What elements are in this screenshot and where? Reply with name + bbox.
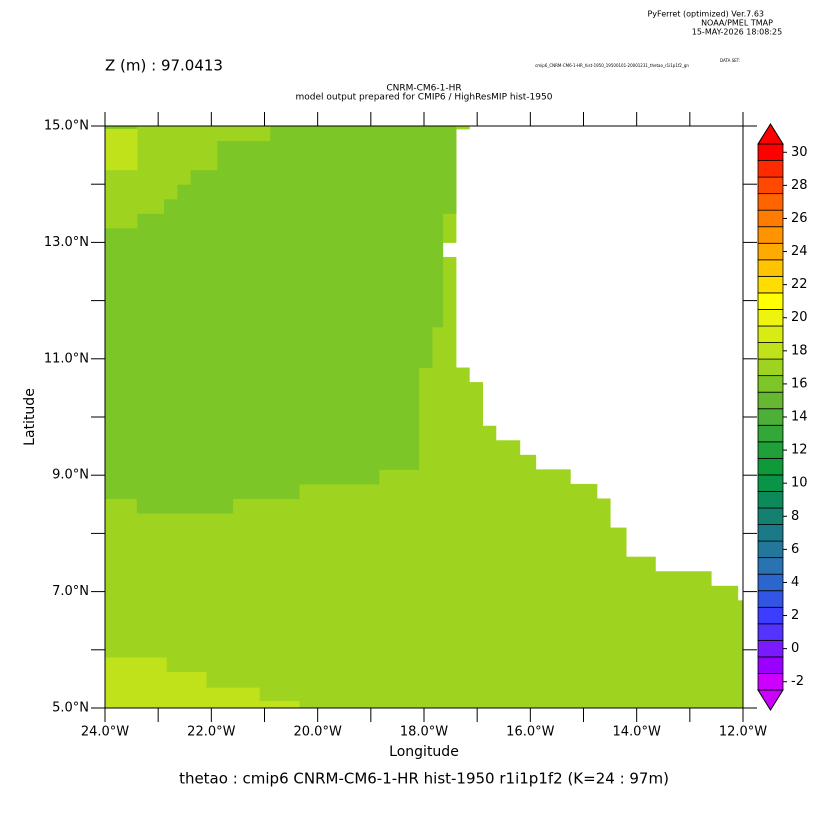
cell: [378, 126, 420, 470]
program-label: PyFerret (optimized) Ver.7.63: [647, 10, 764, 19]
colorbar-tick-label: 2: [791, 608, 799, 623]
x-tick-label: 16.0°W: [506, 725, 554, 740]
colorbar-tick-label: -2: [791, 674, 804, 689]
cell: [136, 126, 164, 214]
cell: [216, 126, 271, 142]
y-tick-label: 9.0°N: [52, 468, 89, 483]
colorbar-box: [757, 457, 784, 476]
colorbar-box: [757, 358, 784, 377]
colorbar-arrow-bottom: [757, 689, 784, 711]
cell: [105, 556, 656, 572]
cell: [136, 126, 271, 130]
colorbar-box: [757, 656, 784, 674]
x-tick-label: 18.0°W: [400, 725, 448, 740]
lab-label: NOAA/PMEL TMAP: [701, 19, 773, 28]
date-label: 15-MAY-2026 18:08:25: [692, 28, 782, 37]
colorbar-box: [757, 408, 784, 426]
cell: [105, 571, 712, 587]
colorbar-tick-label: 30: [791, 145, 808, 160]
x-tick-label: 22.0°W: [187, 725, 235, 740]
colorbar-tick-label: 20: [791, 310, 808, 325]
chart-subtitle: model output prepared for CMIP6 / HighRe…: [296, 93, 553, 103]
footer-label: thetao : cmip6 CNRM-CM6-1-HR hist-1950 r…: [179, 770, 669, 788]
cell: [206, 687, 260, 709]
depth-label: Z (m) : 97.0413: [105, 57, 223, 75]
colorbar-box: [757, 491, 784, 509]
y-tick-label: 15.0°N: [44, 119, 89, 134]
colorbar-box: [757, 474, 784, 492]
colorbar-box: [757, 176, 784, 195]
colorbar-box: [757, 309, 784, 327]
colorbar-box: [757, 259, 784, 277]
y-tick-label: 5.0°N: [52, 701, 89, 716]
colorbar-tick-label: 0: [791, 641, 799, 656]
cell: [166, 671, 207, 709]
colorbar-tick-label: 26: [791, 211, 808, 226]
colorbar-tick-label: 14: [791, 410, 808, 425]
colorbar-tick-label: 28: [791, 178, 808, 193]
colorbar-box: [757, 557, 784, 575]
cell: [105, 585, 739, 601]
colorbar-box: [757, 325, 784, 343]
colorbar-arrow-top: [757, 123, 784, 145]
colorbar-box: [757, 193, 784, 211]
colorbar-tick-label: 24: [791, 244, 808, 259]
cell: [431, 126, 444, 328]
colorbar-box: [757, 673, 784, 691]
cell: [105, 657, 167, 709]
colorbar-box: [757, 639, 784, 658]
colorbar-tick-label: 4: [791, 575, 799, 590]
colorbar-box: [757, 606, 784, 625]
colorbar-box: [757, 209, 784, 228]
y-tick-label: 13.0°N: [44, 235, 89, 250]
x-tick-label: 20.0°W: [294, 725, 342, 740]
colorbar-box: [757, 342, 784, 360]
colorbar-box: [757, 160, 784, 178]
y-axis-label: Latitude: [22, 388, 38, 446]
cell: [418, 126, 433, 369]
cell: [259, 701, 300, 709]
colorbar-box: [757, 242, 784, 261]
colorbar-box: [757, 375, 784, 393]
colorbar-box: [757, 573, 784, 592]
cell: [442, 126, 457, 214]
colorbar-box: [757, 424, 784, 443]
dataset: cmip6_CNRM-CM6-1-HR_hist-1950_19500101-2…: [535, 63, 689, 68]
colorbar-tick-label: 18: [791, 343, 808, 358]
colorbar-box: [757, 441, 784, 459]
colorbar-tick-label: 16: [791, 376, 808, 391]
colorbar-box: [757, 226, 784, 244]
cell: [105, 527, 627, 558]
colorbar-tick-label: 6: [791, 542, 799, 557]
colorbar-box: [757, 507, 784, 525]
colorbar-box: [757, 590, 784, 608]
colorbar-box: [757, 143, 784, 161]
colorbar-box: [757, 623, 784, 641]
cell: [176, 126, 191, 185]
colorbar-tick-label: 12: [791, 443, 808, 458]
cell: [299, 126, 380, 485]
colorbar-box: [757, 292, 784, 310]
y-tick-label: 7.0°N: [52, 584, 89, 599]
colorbar-box: [757, 540, 784, 559]
cell: [232, 126, 300, 499]
x-tick-label: 14.0°W: [613, 725, 661, 740]
cell: [105, 128, 138, 171]
x-axis-label: Longitude: [389, 744, 459, 760]
cell: [190, 126, 218, 171]
x-tick-label: 24.0°W: [81, 725, 129, 740]
colorbar-tick-label: 10: [791, 476, 808, 491]
dataset-label: DATA SET:: [720, 58, 740, 63]
x-tick-label: 12.0°W: [719, 725, 767, 740]
y-tick-label: 11.0°N: [44, 351, 89, 366]
colorbar-box: [757, 524, 784, 542]
colorbar-tick-label: 8: [791, 509, 799, 524]
chart-title: CNRM-CM6-1-HR: [386, 84, 461, 94]
cell: [163, 126, 178, 200]
colorbar-box: [757, 275, 784, 294]
colorbar-box: [757, 391, 784, 410]
colorbar-tick-label: 22: [791, 277, 808, 292]
